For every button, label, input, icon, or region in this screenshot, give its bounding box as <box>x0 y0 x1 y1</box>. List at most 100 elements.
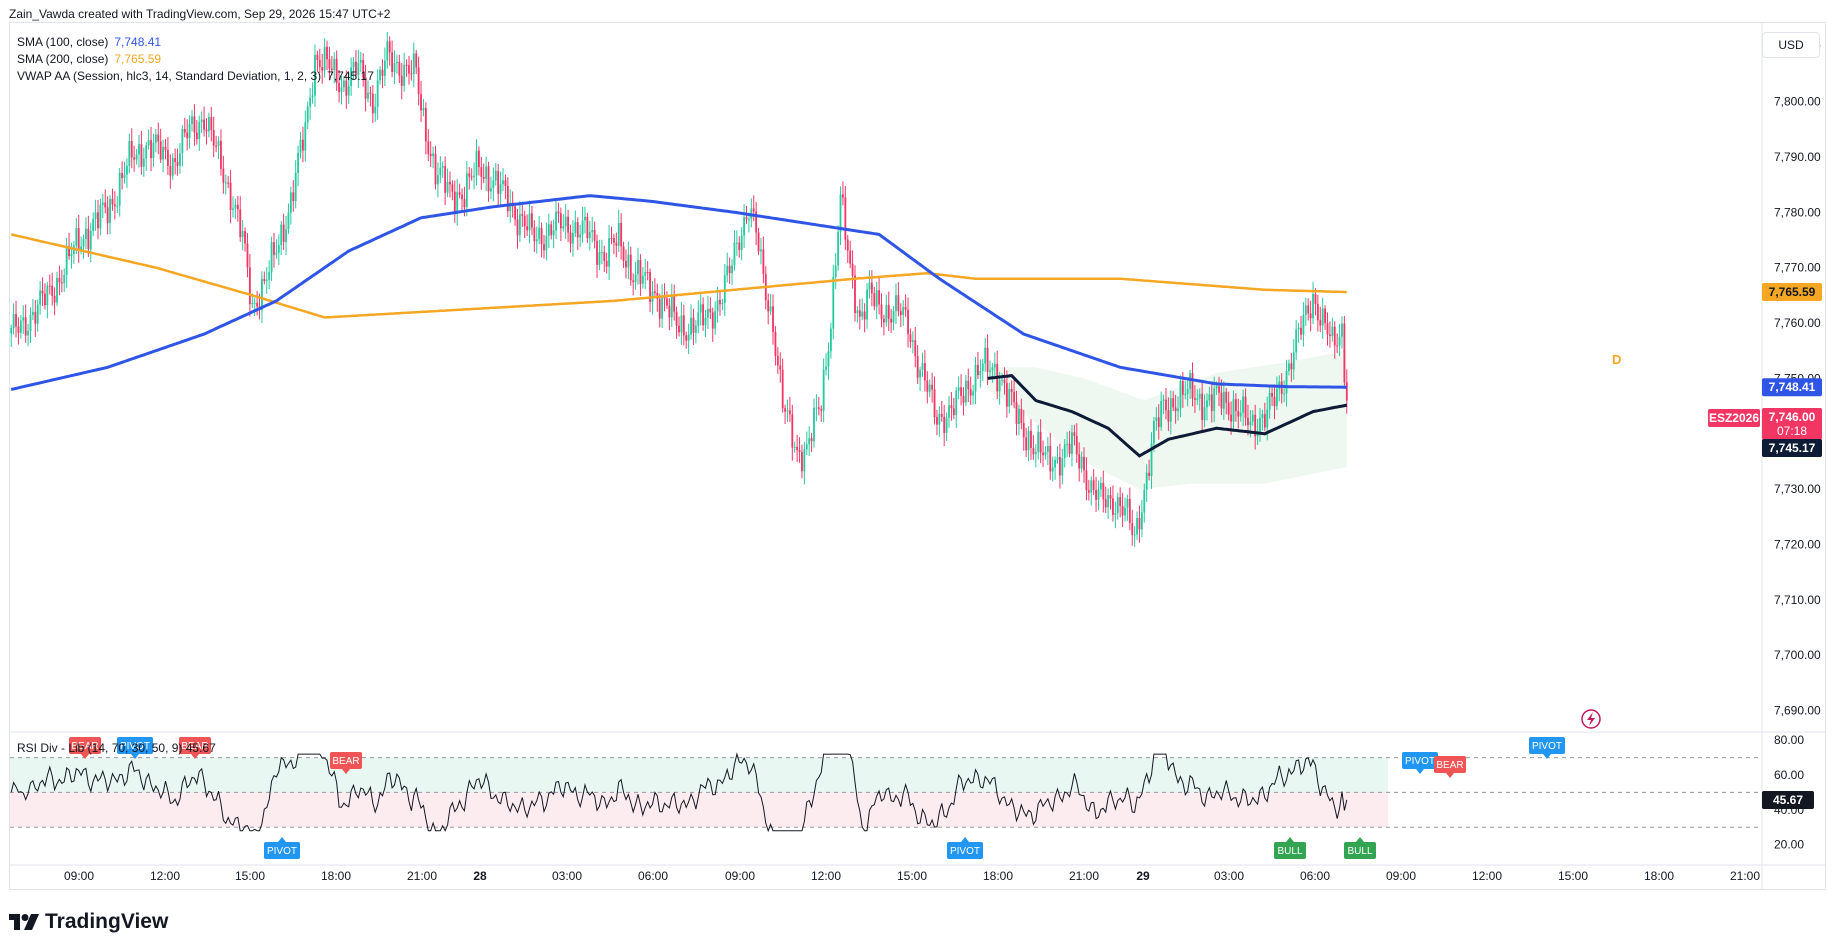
candle-body <box>509 202 512 212</box>
candle-body <box>405 64 408 66</box>
marker-label: BULL <box>1277 846 1302 857</box>
rsi-marker-pivot[interactable]: PIVOT <box>1402 752 1438 774</box>
candle-body <box>391 52 394 73</box>
sma100-price-label[interactable]: 7,748.41 <box>1762 378 1822 397</box>
candle-body <box>668 305 671 318</box>
candle-body <box>227 182 230 184</box>
candle-body <box>740 235 743 250</box>
candle-body <box>1247 417 1249 426</box>
candle-body <box>1078 454 1081 469</box>
candle-body <box>933 389 936 418</box>
rsi-marker-bear[interactable]: BEAR <box>1434 756 1466 778</box>
candle-body <box>796 446 799 451</box>
candle-body <box>757 232 760 252</box>
marker-label: PIVOT <box>1532 741 1562 752</box>
marker-label: BEAR <box>71 741 98 752</box>
lightning-icon[interactable] <box>1581 709 1601 729</box>
candle-body <box>955 390 958 415</box>
candle-body <box>526 226 529 231</box>
legend-label: VWAP AA (Session, hlc3, 14, Standard Dev… <box>17 69 322 83</box>
candle-body <box>1345 382 1348 401</box>
candle-body <box>774 331 777 356</box>
rsi-marker-bear[interactable]: BEAR <box>330 752 362 774</box>
legend-vwap[interactable]: VWAP AA (Session, hlc3, 14, Standard Dev… <box>17 69 374 83</box>
candle-body <box>851 263 854 276</box>
candle-body <box>856 310 859 314</box>
candle-body <box>678 325 680 333</box>
dividend-marker[interactable]: D <box>1612 352 1621 367</box>
candle-body <box>846 239 849 251</box>
currency-button[interactable]: USD <box>1762 32 1820 58</box>
sma100-line <box>10 194 1347 391</box>
candle-body <box>191 116 193 124</box>
candle-body <box>822 369 825 411</box>
legend-sma200[interactable]: SMA (200, close) 7,765.59 <box>17 52 161 66</box>
candle-body <box>198 122 201 139</box>
tradingview-logo[interactable]: TradingView <box>9 910 168 934</box>
candle-body <box>591 229 594 233</box>
candle-body <box>1324 308 1327 324</box>
rsi-current-label[interactable]: 45.67 <box>1762 790 1814 809</box>
rsi-marker-bear[interactable]: BEAR <box>69 737 101 759</box>
rsi-oversold-zone <box>10 792 1388 828</box>
candle-body <box>661 296 664 319</box>
marker-box <box>1274 842 1306 859</box>
candle-body <box>817 407 820 409</box>
candle-body <box>1042 452 1044 455</box>
candle-body <box>1131 522 1134 535</box>
candle-body <box>432 153 435 157</box>
candle-body <box>1273 396 1276 407</box>
candle-body <box>1056 456 1059 460</box>
sma200-price-label[interactable]: 7,765.59 <box>1762 283 1822 302</box>
candle-body <box>207 116 210 132</box>
label-text: 7,748.41 <box>1769 380 1816 394</box>
candle-body <box>1128 498 1131 523</box>
candle-body <box>1206 400 1208 408</box>
vwap-price-label[interactable]: 7,745.17 <box>1762 439 1822 457</box>
rsi-marker-bull[interactable]: BULL <box>1344 837 1376 859</box>
candle-body <box>1085 470 1088 491</box>
candle-body <box>887 304 890 319</box>
candle-body <box>94 212 97 219</box>
rsi-marker-pivot[interactable]: PIVOT <box>947 837 983 859</box>
candle-body <box>904 306 907 310</box>
candle-body <box>564 216 567 227</box>
rsi-marker-pivot[interactable]: PIVOT <box>117 737 153 759</box>
candle-body <box>1292 352 1295 370</box>
candle-body <box>574 222 577 234</box>
rsi-marker-pivot[interactable]: PIVOT <box>1529 737 1565 759</box>
marker-pointer <box>1286 837 1294 842</box>
candle-body <box>323 46 326 71</box>
price-tick-label: 7,760.00 <box>1774 316 1821 330</box>
candle-body <box>1020 408 1023 424</box>
rsi-marker-bear[interactable]: BEAR <box>179 737 211 759</box>
candle-body <box>1304 305 1307 316</box>
rsi-marker-pivot[interactable]: PIVOT <box>264 837 300 859</box>
candle-body <box>22 317 25 321</box>
candle-body <box>316 54 319 60</box>
candle-body <box>1227 402 1230 415</box>
candle-body <box>429 153 432 157</box>
candle-body <box>943 416 946 434</box>
rsi-marker-bull[interactable]: BULL <box>1274 837 1306 859</box>
candle-body <box>890 318 893 323</box>
candle-body <box>972 391 975 396</box>
marker-label: PIVOT <box>120 741 150 752</box>
candle-body <box>101 202 104 205</box>
candle-body <box>916 356 919 378</box>
candle-body <box>244 231 246 244</box>
candle-body <box>523 215 526 227</box>
legend-sma100[interactable]: SMA (100, close) 7,748.41 <box>17 35 161 49</box>
symbol-tag[interactable]: ESZ2026 <box>1708 409 1760 427</box>
label-text: 45.67 <box>1773 793 1803 807</box>
rsi-title[interactable]: RSI Div - Lib (14, 70, 30, 50, 9) 45.67 <box>17 741 216 755</box>
marker-pointer <box>191 754 199 759</box>
candle-body <box>692 317 695 333</box>
candle-body <box>200 119 203 123</box>
candle-body <box>576 222 579 238</box>
marker-label: BEAR <box>1436 760 1463 771</box>
candle-body <box>128 141 131 166</box>
candle-body <box>1063 444 1066 459</box>
